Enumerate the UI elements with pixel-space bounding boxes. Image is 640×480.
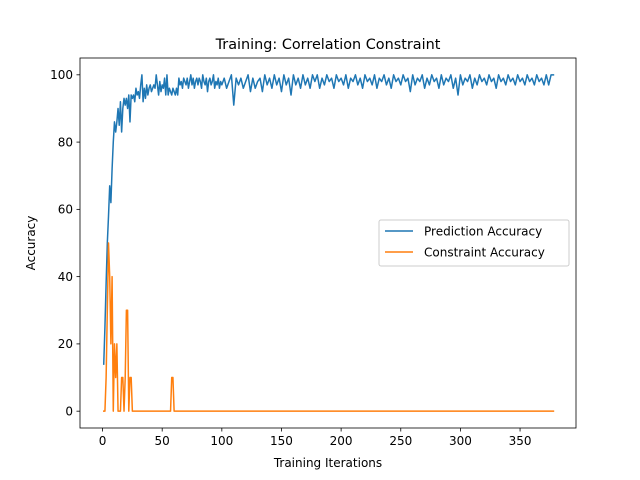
x-axis-ticks: 0 50 100 150 200 250 300 350 xyxy=(99,428,532,448)
y-tick-label: 80 xyxy=(58,135,73,149)
x-tick-label: 100 xyxy=(210,434,233,448)
legend-label-prediction-accuracy: Prediction Accuracy xyxy=(424,225,542,239)
y-tick-label: 0 xyxy=(65,404,73,418)
x-tick-label: 50 xyxy=(155,434,170,448)
x-axis-label: Training Iterations xyxy=(273,456,382,470)
x-tick-label: 350 xyxy=(509,434,532,448)
series-line-constraint-accuracy xyxy=(102,242,555,412)
y-tick-label: 60 xyxy=(58,203,73,217)
legend-box xyxy=(378,219,570,267)
y-axis-ticks: 0 20 40 60 80 100 xyxy=(50,68,80,418)
chart-title: Training: Correlation Constraint xyxy=(215,37,441,53)
series-layer xyxy=(102,74,555,412)
y-tick-label: 20 xyxy=(58,337,73,351)
y-tick-label: 100 xyxy=(50,68,73,82)
legend: Prediction Accuracy Constraint Accuracy xyxy=(378,219,570,267)
legend-label-constraint-accuracy: Constraint Accuracy xyxy=(424,246,545,260)
axes-frame xyxy=(79,57,577,429)
x-tick-label: 150 xyxy=(270,434,293,448)
x-tick-label: 300 xyxy=(449,434,472,448)
y-tick-label: 40 xyxy=(58,270,73,284)
x-tick-label: 250 xyxy=(389,434,412,448)
x-tick-label: 200 xyxy=(330,434,353,448)
y-axis-label: Accuracy xyxy=(24,216,38,271)
series-line-prediction-accuracy xyxy=(102,74,555,365)
x-tick-label: 0 xyxy=(99,434,107,448)
plot-area: 0 50 100 150 200 250 300 350 0 20 40 60 80 100 xyxy=(50,57,577,448)
